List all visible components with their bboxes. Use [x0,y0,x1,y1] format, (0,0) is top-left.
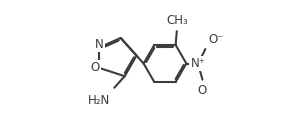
Text: H₂N: H₂N [88,93,110,107]
Text: CH₃: CH₃ [166,14,188,27]
Text: O: O [90,61,99,74]
Text: O⁻: O⁻ [208,33,224,46]
Text: N⁺: N⁺ [190,57,205,70]
Text: O: O [198,84,207,97]
Text: N: N [95,38,104,51]
